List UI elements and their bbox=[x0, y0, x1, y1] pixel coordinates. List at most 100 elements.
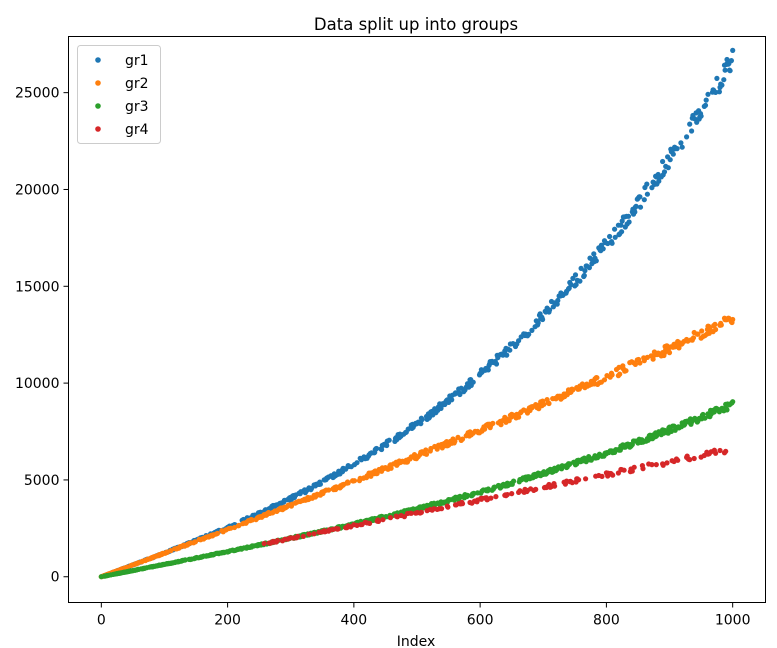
data-point-gr1 bbox=[619, 229, 625, 235]
data-point-gr4 bbox=[533, 486, 539, 492]
data-point-gr2 bbox=[676, 345, 682, 351]
data-point-gr4 bbox=[717, 447, 723, 454]
data-point-gr4 bbox=[261, 540, 267, 547]
data-point-gr1 bbox=[728, 58, 735, 64]
data-point-gr1 bbox=[644, 191, 651, 197]
data-point-gr4 bbox=[311, 531, 317, 537]
data-point-gr2 bbox=[666, 350, 673, 356]
data-point-gr2 bbox=[326, 487, 332, 493]
data-point-gr4 bbox=[418, 509, 424, 515]
data-point-gr4 bbox=[653, 462, 659, 468]
data-point-gr4 bbox=[445, 504, 451, 510]
data-point-gr1 bbox=[581, 272, 587, 279]
data-point-gr2 bbox=[498, 422, 504, 428]
data-point-gr1 bbox=[637, 194, 643, 200]
data-point-gr1 bbox=[577, 278, 583, 284]
legend-marker-gr1 bbox=[95, 57, 101, 63]
data-point-gr1 bbox=[730, 47, 736, 54]
data-point-gr2 bbox=[617, 371, 623, 377]
data-point-gr3 bbox=[464, 492, 471, 498]
data-point-gr1 bbox=[573, 282, 579, 288]
data-point-gr4 bbox=[687, 457, 693, 463]
data-point-gr4 bbox=[300, 533, 306, 540]
data-point-gr1 bbox=[684, 134, 690, 140]
data-point-gr1 bbox=[687, 121, 693, 127]
data-point-gr1 bbox=[641, 197, 647, 203]
data-point-gr2 bbox=[570, 387, 576, 393]
legend-marker-gr2 bbox=[95, 80, 101, 86]
data-point-gr1 bbox=[618, 222, 624, 228]
data-point-gr4 bbox=[552, 483, 558, 489]
y-tick-label: 0 bbox=[51, 570, 60, 586]
data-point-gr1 bbox=[722, 67, 728, 73]
data-point-gr4 bbox=[675, 457, 681, 463]
data-point-gr1 bbox=[644, 181, 650, 187]
data-point-gr1 bbox=[555, 297, 561, 304]
data-point-gr1 bbox=[637, 204, 644, 210]
data-point-gr2 bbox=[601, 377, 608, 383]
data-point-gr3 bbox=[182, 557, 188, 563]
data-point-gr4 bbox=[576, 477, 582, 483]
data-point-gr1 bbox=[609, 240, 615, 246]
data-point-gr2 bbox=[690, 335, 697, 341]
data-point-gr2 bbox=[459, 436, 466, 442]
data-point-gr1 bbox=[619, 218, 625, 224]
data-point-gr1 bbox=[526, 331, 532, 337]
data-point-gr4 bbox=[713, 450, 719, 456]
legend-marker-gr4 bbox=[95, 126, 101, 132]
data-point-gr1 bbox=[703, 97, 709, 103]
data-point-gr1 bbox=[716, 89, 723, 95]
data-point-gr2 bbox=[713, 326, 719, 333]
data-point-gr2 bbox=[594, 375, 600, 381]
data-point-gr1 bbox=[529, 327, 535, 333]
data-point-gr2 bbox=[695, 331, 701, 337]
data-point-gr1 bbox=[418, 421, 424, 427]
data-point-gr1 bbox=[705, 91, 711, 97]
data-point-gr2 bbox=[351, 478, 358, 484]
y-tick-label: 5000 bbox=[24, 473, 60, 489]
x-tick-label: 200 bbox=[214, 613, 241, 629]
data-point-gr2 bbox=[632, 361, 639, 367]
data-points bbox=[98, 47, 736, 580]
data-point-gr4 bbox=[387, 515, 394, 521]
data-point-gr2 bbox=[650, 356, 656, 362]
x-tick-label: 1000 bbox=[715, 613, 751, 629]
data-point-gr1 bbox=[689, 128, 695, 134]
chart-title: Data split up into groups bbox=[314, 15, 518, 34]
data-point-gr4 bbox=[631, 464, 637, 470]
data-point-gr1 bbox=[702, 102, 709, 108]
data-point-gr2 bbox=[249, 517, 255, 523]
data-point-gr1 bbox=[507, 347, 513, 353]
y-axis: 0 5000 10000 15000 20000 25000 bbox=[15, 86, 69, 586]
legend-label-gr2: gr2 bbox=[125, 76, 149, 92]
data-point-gr2 bbox=[718, 322, 724, 328]
data-point-gr4 bbox=[621, 467, 627, 473]
data-point-gr2 bbox=[374, 470, 380, 476]
data-point-gr2 bbox=[214, 530, 221, 537]
data-point-gr1 bbox=[633, 203, 639, 209]
data-point-gr1 bbox=[591, 251, 597, 257]
data-point-gr4 bbox=[504, 492, 510, 498]
data-point-gr1 bbox=[547, 307, 553, 313]
data-point-gr2 bbox=[546, 400, 552, 407]
data-point-gr1 bbox=[470, 379, 476, 385]
data-point-gr4 bbox=[367, 520, 373, 527]
data-point-gr1 bbox=[578, 265, 584, 271]
data-point-gr1 bbox=[626, 219, 632, 225]
data-point-gr1 bbox=[374, 445, 380, 452]
data-point-gr1 bbox=[419, 416, 425, 423]
data-point-gr3 bbox=[471, 490, 477, 496]
data-point-gr2 bbox=[345, 480, 351, 486]
data-point-gr4 bbox=[583, 476, 589, 482]
data-point-gr1 bbox=[354, 460, 360, 466]
data-point-gr1 bbox=[384, 442, 390, 449]
data-point-gr2 bbox=[423, 447, 429, 453]
y-tick-label: 15000 bbox=[15, 279, 60, 295]
data-point-gr1 bbox=[667, 157, 673, 163]
legend-label-gr3: gr3 bbox=[125, 99, 149, 115]
data-point-gr1 bbox=[485, 367, 491, 373]
data-point-gr1 bbox=[714, 75, 720, 81]
x-tick-label: 400 bbox=[340, 613, 367, 629]
data-point-gr2 bbox=[516, 414, 522, 420]
legend-label-gr1: gr1 bbox=[125, 53, 149, 69]
